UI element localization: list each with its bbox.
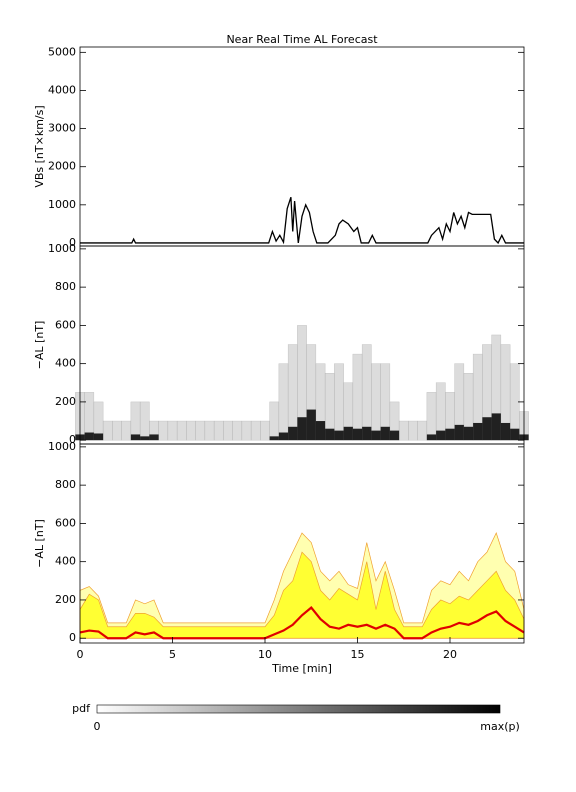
density-core xyxy=(149,434,159,441)
density-core xyxy=(278,432,289,441)
density-core xyxy=(436,430,446,441)
density-spread xyxy=(509,363,520,441)
y-tick-label: 600 xyxy=(55,318,76,331)
y-tick-label: 400 xyxy=(55,555,76,568)
density-spread xyxy=(287,344,298,441)
density-core xyxy=(371,430,381,441)
density-core xyxy=(325,428,335,441)
density-spread xyxy=(398,420,409,441)
density-spread xyxy=(213,420,224,441)
density-spread xyxy=(250,420,261,441)
x-tick-label: 5 xyxy=(169,648,176,661)
density-spread xyxy=(176,420,187,441)
x-tick-label: 0 xyxy=(77,648,84,661)
plot-frame xyxy=(79,443,525,644)
density-spread xyxy=(167,420,178,441)
y-axis-label: −AL [nT] xyxy=(33,321,46,370)
x-tick-label: 10 xyxy=(258,648,272,661)
y-tick-label: 5000 xyxy=(48,45,76,58)
colorbar-min: 0 xyxy=(94,720,101,733)
y-tick-label: 0 xyxy=(69,433,76,446)
density-core xyxy=(426,434,437,441)
y-tick-label: 0 xyxy=(69,631,76,644)
density-spread xyxy=(158,420,169,441)
density-core xyxy=(454,424,464,441)
quantile-band xyxy=(79,551,525,639)
density-core xyxy=(297,417,307,441)
density-spread xyxy=(260,420,270,441)
colorbar-label: pdf xyxy=(72,702,91,715)
y-tick-label: 600 xyxy=(55,516,76,529)
density-core xyxy=(380,426,390,441)
colorbar xyxy=(96,704,501,714)
density-core xyxy=(334,430,344,441)
density-spread xyxy=(241,420,252,441)
density-core xyxy=(269,436,279,441)
density-core xyxy=(306,409,316,441)
y-axis-label: −AL [nT] xyxy=(33,519,46,568)
density-core xyxy=(463,426,474,441)
density-spread xyxy=(223,420,233,441)
density-spread xyxy=(361,344,372,441)
density-core xyxy=(510,428,520,441)
density-core xyxy=(500,422,511,441)
y-tick-label: 200 xyxy=(55,593,76,606)
density-core xyxy=(473,422,483,441)
density-core xyxy=(389,430,400,441)
x-tick-label: 15 xyxy=(351,648,365,661)
density-core xyxy=(93,433,104,441)
density-core xyxy=(343,426,353,441)
density-spread xyxy=(112,420,122,441)
density-spread xyxy=(102,420,113,441)
y-tick-label: 1000 xyxy=(48,440,76,453)
y-tick-label: 1000 xyxy=(48,198,76,211)
y-tick-label: 0 xyxy=(69,236,76,249)
x-tick-label: 20 xyxy=(443,648,457,661)
density-core xyxy=(130,434,141,441)
density-spread xyxy=(334,363,344,441)
y-tick-label: 1000 xyxy=(48,242,76,255)
y-axis-label: VBs [nT×km/s] xyxy=(33,105,46,187)
density-core xyxy=(482,417,492,441)
y-tick-label: 200 xyxy=(55,395,76,408)
density-core xyxy=(491,413,501,441)
density-spread xyxy=(121,420,132,441)
y-tick-label: 2000 xyxy=(48,160,76,173)
density-spread xyxy=(232,420,243,441)
density-core xyxy=(315,421,326,441)
density-spread xyxy=(371,363,381,441)
density-spread xyxy=(417,420,428,441)
density-core xyxy=(352,428,363,441)
y-tick-label: 400 xyxy=(55,357,76,370)
density-core xyxy=(362,426,372,441)
density-spread xyxy=(408,420,418,441)
density-spread xyxy=(352,353,363,441)
density-spread xyxy=(426,392,437,441)
density-spread xyxy=(278,363,289,441)
density-spread xyxy=(195,420,206,441)
vbs-line xyxy=(80,197,524,245)
density-core xyxy=(445,428,455,441)
density-spread xyxy=(204,420,215,441)
density-spread xyxy=(139,401,150,441)
median-line xyxy=(79,606,525,640)
x-axis-label: Time [min] xyxy=(271,662,332,675)
y-tick-label: 800 xyxy=(55,478,76,491)
density-core xyxy=(84,432,94,441)
density-core xyxy=(140,436,150,441)
y-tick-label: 3000 xyxy=(48,122,76,135)
y-tick-label: 800 xyxy=(55,280,76,293)
density-core xyxy=(288,426,298,441)
colorbar-max: max(p) xyxy=(480,720,520,733)
y-tick-label: 4000 xyxy=(48,83,76,96)
density-spread xyxy=(186,420,196,441)
chart-title: Near Real Time AL Forecast xyxy=(226,33,378,46)
density-spread xyxy=(269,401,280,441)
